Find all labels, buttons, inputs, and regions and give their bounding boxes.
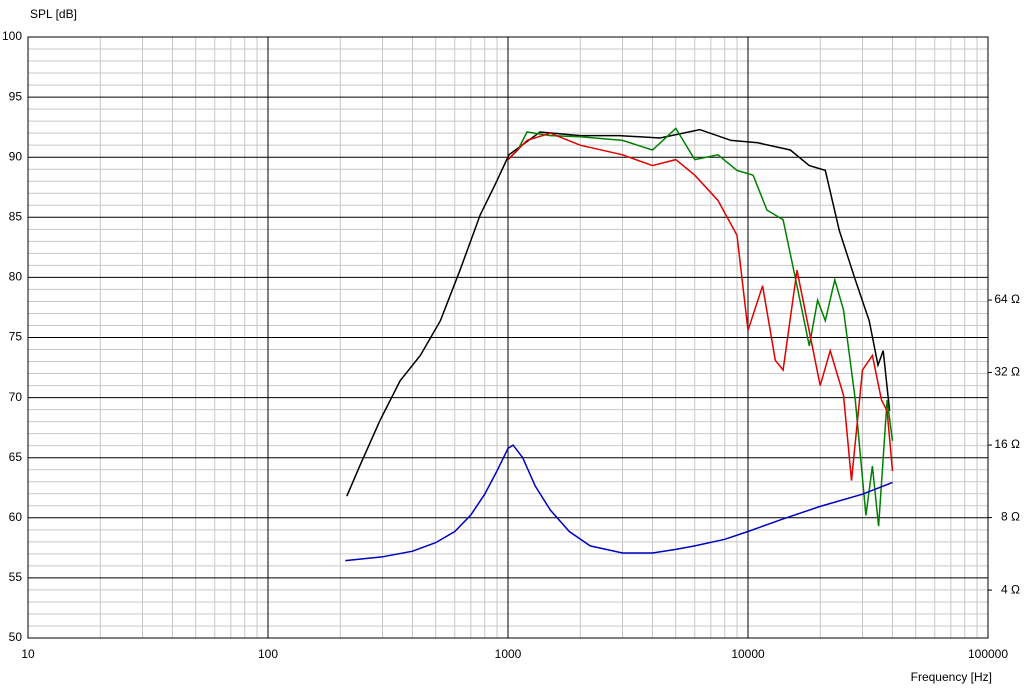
series-line [507, 132, 894, 481]
lines [345, 127, 894, 562]
series-line [346, 128, 891, 497]
series-line [507, 127, 894, 527]
x-tick-label: 100 [258, 647, 278, 661]
y-tick-label: 90 [9, 149, 23, 163]
y2-tick-label: 64 Ω [994, 292, 1020, 306]
y-tick-label: 65 [9, 450, 23, 464]
y-tick-label: 80 [9, 270, 23, 284]
y-tick-label: 60 [9, 510, 23, 524]
y-tick-label: 70 [9, 390, 23, 404]
series-line [345, 444, 893, 562]
y2-tick-label: 32 Ω [994, 365, 1020, 379]
x-tick-label: 10 [21, 647, 35, 661]
y-tick-label: 55 [9, 570, 23, 584]
y-tick-label: 100 [2, 29, 22, 43]
y2-tick-label: 8 Ω [1001, 510, 1020, 524]
y-tick-label: 95 [9, 89, 23, 103]
y-tick-label: 50 [9, 630, 23, 644]
x-tick-label: 1000 [495, 647, 522, 661]
x-axis-label: Frequency [Hz] [911, 670, 992, 684]
y2-tick-label: 16 Ω [994, 437, 1020, 451]
y-axis-label: SPL [dB] [30, 7, 77, 21]
x-tick-label: 10000 [731, 647, 765, 661]
y-tick-label: 75 [9, 330, 23, 344]
y2-tick-label: 4 Ω [1001, 582, 1020, 596]
y-tick-label: 85 [9, 209, 23, 223]
grid [27, 36, 992, 639]
x-tick-label: 100000 [968, 647, 1008, 661]
